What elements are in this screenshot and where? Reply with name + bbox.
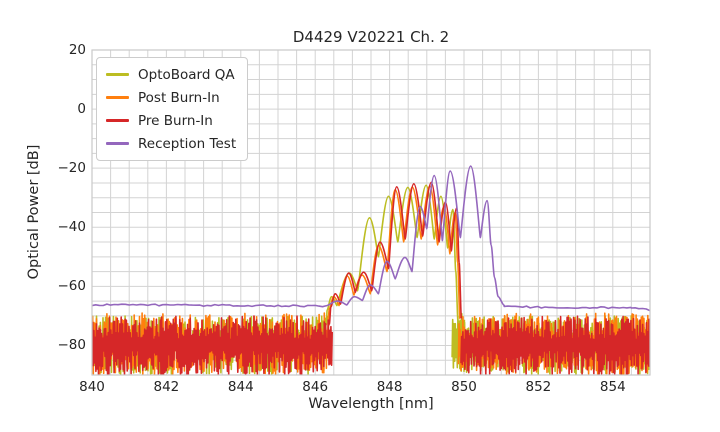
legend-line-swatch xyxy=(106,73,129,76)
legend-label: Reception Test xyxy=(138,135,237,152)
series-line-reception-test xyxy=(92,165,650,312)
legend-item-pre-burn-in: Pre Burn-In xyxy=(106,111,236,130)
legend-label: Pre Burn-In xyxy=(138,112,213,129)
x-tick-label: 844 xyxy=(227,379,254,395)
axes-spine xyxy=(91,49,651,376)
y-tick-label: 0 xyxy=(77,101,86,118)
series-line-pre-burn-in xyxy=(92,181,650,375)
x-axis-label: Wavelength [nm] xyxy=(308,396,434,412)
y-tick-label: −60 xyxy=(57,278,87,295)
legend-line-swatch xyxy=(106,119,129,122)
x-tick-label: 854 xyxy=(599,379,626,395)
y-tick-label: −80 xyxy=(57,337,87,354)
x-tick-label: 852 xyxy=(525,379,552,395)
legend-item-post-burn-in: Post Burn-In xyxy=(106,88,236,107)
y-tick-label: −40 xyxy=(57,219,87,236)
legend: OptoBoard QA Post Burn-In Pre Burn-In Recep… xyxy=(96,57,249,161)
x-tick-label: 846 xyxy=(302,379,329,395)
x-tick-label: 850 xyxy=(451,379,477,395)
legend-label: Post Burn-In xyxy=(138,89,220,106)
y-tick-label: 20 xyxy=(68,42,86,58)
x-tick-label: 848 xyxy=(376,379,403,395)
legend-item-optoboard-qa: OptoBoard QA xyxy=(106,65,236,84)
chart-title: D4429 V20221 Ch. 2 xyxy=(292,28,450,46)
legend-label: OptoBoard QA xyxy=(138,66,235,83)
legend-line-swatch xyxy=(106,96,129,99)
x-tick-label: 842 xyxy=(153,379,180,395)
x-tick-label: 840 xyxy=(79,379,105,395)
legend-item-reception-test: Reception Test xyxy=(106,134,236,153)
legend-line-swatch xyxy=(106,142,129,145)
y-tick-label: −20 xyxy=(57,160,87,177)
